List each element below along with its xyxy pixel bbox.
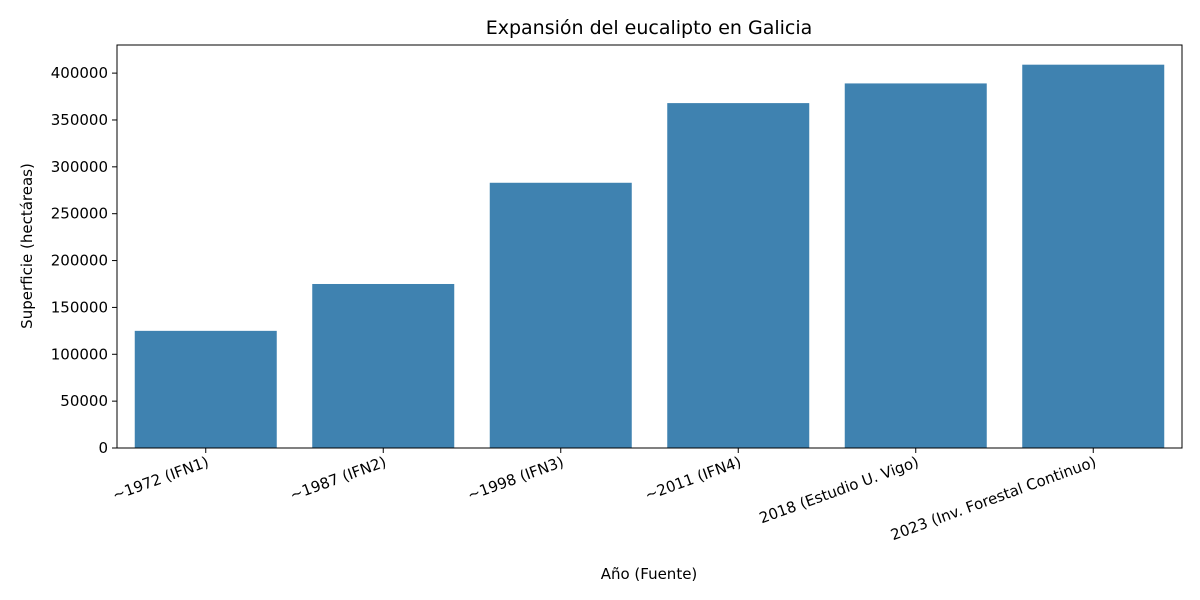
y-tick-label: 0 [98, 439, 108, 457]
bars-group [134, 64, 1165, 448]
bar-2 [312, 283, 455, 448]
bar-6 [1022, 64, 1165, 448]
x-axis: ~1972 (IFN1) ~1987 (IFN2) ~1998 (IFN3) ~201… [110, 448, 1099, 544]
x-tick-label: ~2011 (IFN4) [643, 453, 744, 504]
bar-5 [844, 83, 987, 448]
bar-1 [134, 330, 277, 448]
y-axis: 0 50000 100000 150000 200000 250000 300000 3500… [51, 64, 117, 457]
x-tick-label: 2018 (Estudio U. Vigo) [757, 453, 921, 527]
x-axis-label: Año (Fuente) [601, 565, 698, 583]
y-axis-label: Superficie (hectáreas) [18, 163, 36, 329]
y-tick-label: 150000 [51, 298, 108, 316]
y-tick-label: 400000 [51, 64, 108, 82]
plot-frame [116, 44, 1183, 449]
y-tick-label: 50000 [60, 392, 108, 410]
y-tick-label: 200000 [51, 252, 108, 270]
bar-4 [667, 103, 810, 448]
y-tick-label: 100000 [51, 345, 108, 363]
y-tick-label: 300000 [51, 158, 108, 176]
bar-3 [489, 182, 632, 448]
x-tick-label: ~1972 (IFN1) [110, 453, 211, 504]
y-tick-label: 250000 [51, 205, 108, 223]
x-tick-label: ~1987 (IFN2) [288, 453, 389, 504]
chart-title: Expansión del eucalipto en Galicia [486, 17, 813, 39]
x-tick-label: ~1998 (IFN3) [465, 453, 566, 504]
y-tick-label: 350000 [51, 111, 108, 129]
